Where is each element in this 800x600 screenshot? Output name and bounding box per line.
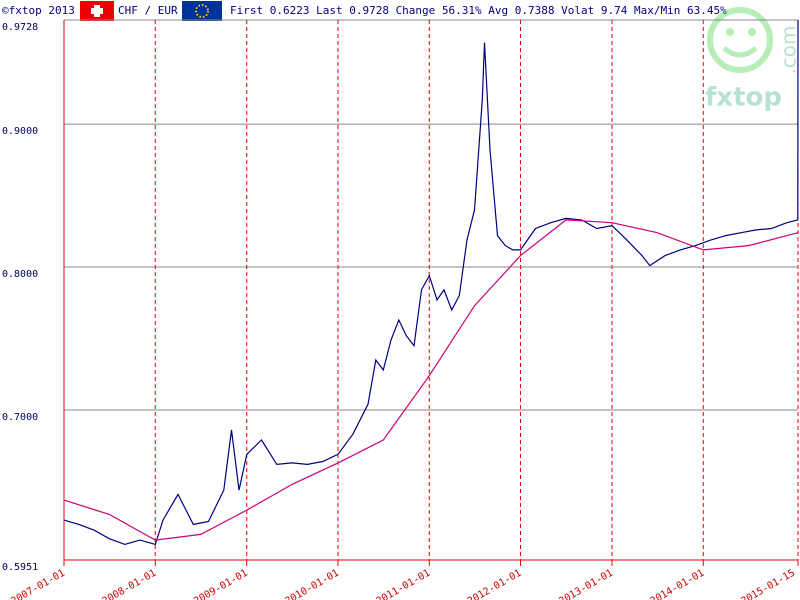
logo-eye [748,28,756,36]
x-tick-label: 2012-01-01 [466,568,524,600]
copyright: ©fxtop 2013 [2,4,75,17]
x-tick-label: 2014-01-01 [649,568,707,600]
y-tick-label: 0.7000 [2,412,38,423]
eu-stars [195,4,209,18]
currency-pair: CHF / EUR [118,4,178,17]
y-tick-label: 0.9000 [2,126,38,137]
logo-face [707,7,773,73]
y-tick-label: 0.5951 [2,562,38,573]
eu-flag [182,1,222,21]
logo-text: fxtop [705,83,782,113]
series-line [63,19,799,546]
x-tick-label: 2011-01-01 [375,568,433,600]
logo-domain: .com [777,25,800,74]
logo-smile [722,46,758,58]
y-tick-label: 0.9728 [2,22,38,33]
swiss-cross [91,8,103,14]
logo-eye [726,28,734,36]
x-tick-label: 2008-01-01 [101,568,159,600]
y-tick-label: 0.8000 [2,269,38,280]
x-tick-label: 2013-01-01 [557,568,615,600]
x-tick-label: 2010-01-01 [283,568,341,600]
logo: fxtop .com [705,7,800,113]
series-line [63,219,799,541]
x-tick-label: 2015-01-15 [739,568,797,600]
x-tick-label: 2009-01-01 [192,568,250,600]
stats: First 0.6223 Last 0.9728 Change 56.31% A… [230,4,727,17]
